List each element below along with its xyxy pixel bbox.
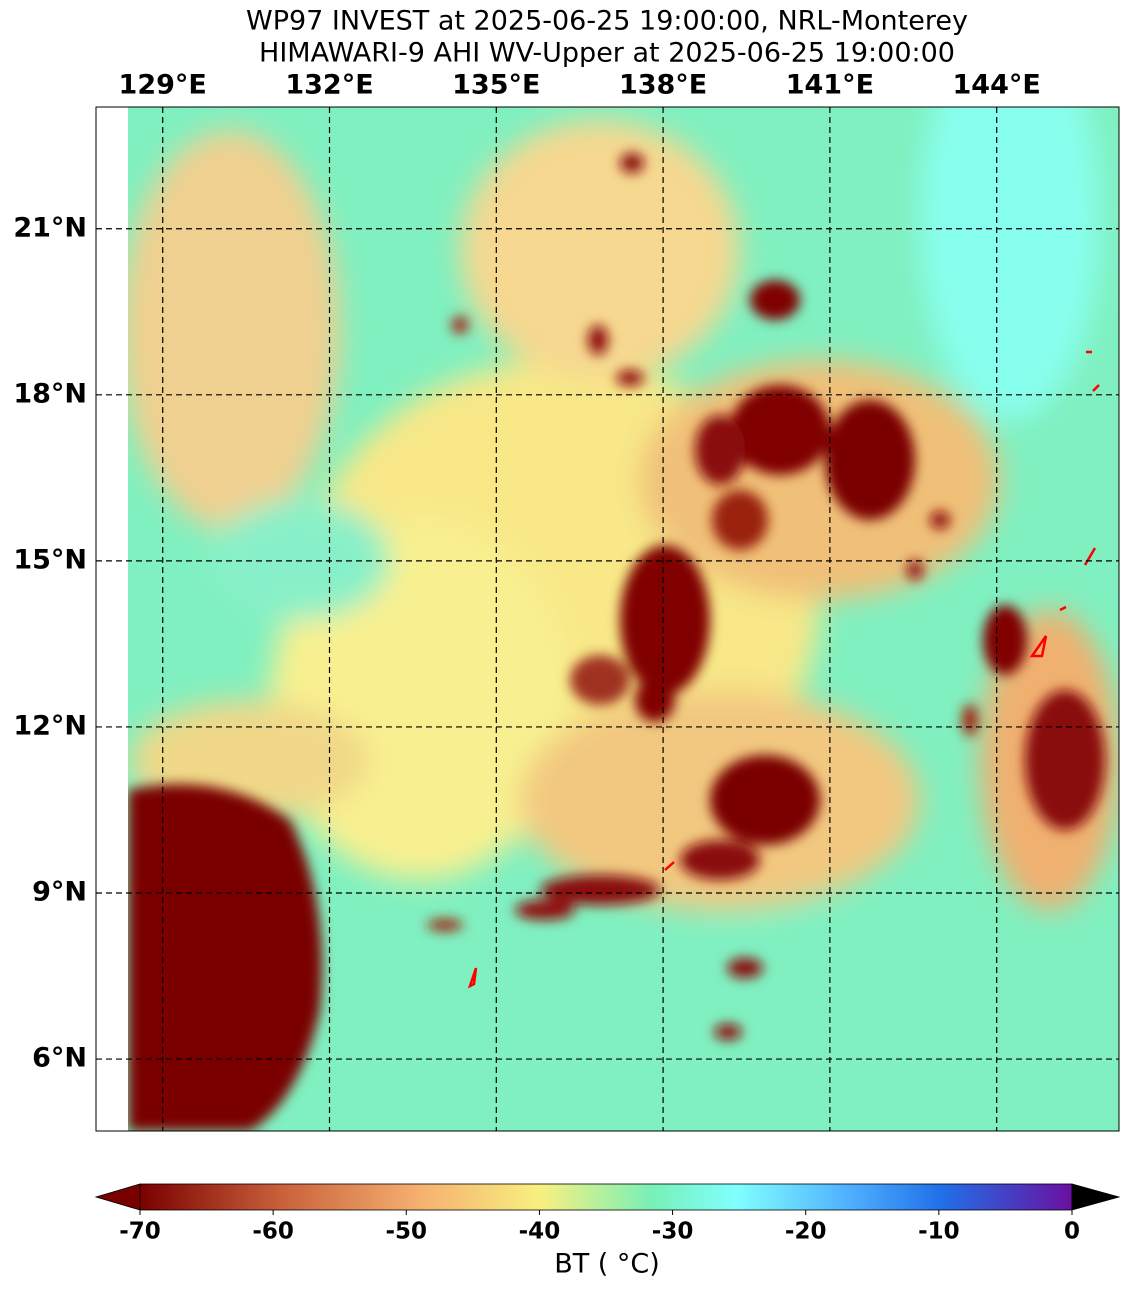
x-tick-label: 132°E — [285, 70, 373, 101]
y-tick-label: 21°N — [13, 212, 87, 243]
colorbar-label: BT ( °C) — [554, 1249, 660, 1280]
title-line: WP97 INVEST at 2025-06-25 19:00:00, NRL-… — [246, 6, 968, 37]
y-tick-label: 15°N — [13, 544, 87, 575]
map-frame — [95, 106, 1120, 1132]
x-tick-label: 129°E — [119, 70, 207, 101]
y-tick-label: 9°N — [32, 876, 87, 907]
colorbar-extend-low — [94, 1183, 141, 1211]
colorbar-tick-label: -20 — [785, 1219, 827, 1245]
x-tick-label: 135°E — [452, 70, 540, 101]
colorbar — [140, 1184, 1072, 1210]
colorbar-frame — [139, 1183, 1073, 1211]
colorbar-tick-label: -50 — [386, 1219, 428, 1245]
x-tick-label: 138°E — [619, 70, 707, 101]
y-tick-label: 6°N — [32, 1043, 87, 1074]
colorbar-tick-label: -30 — [652, 1219, 694, 1245]
y-tick-label: 18°N — [13, 378, 87, 409]
x-tick-label: 144°E — [953, 70, 1041, 101]
colorbar-tick-label: -60 — [252, 1219, 294, 1245]
colorbar-tick-label: 0 — [1064, 1219, 1080, 1245]
x-tick-label: 141°E — [786, 70, 874, 101]
colorbar-tick-label: -40 — [519, 1219, 561, 1245]
y-tick-label: 12°N — [13, 710, 87, 741]
colorbar-extend-high — [1071, 1183, 1121, 1211]
colorbar-tick-label: -10 — [918, 1219, 960, 1245]
title-line: HIMAWARI-9 AHI WV-Upper at 2025-06-25 19… — [259, 38, 955, 69]
colorbar-tick-label: -70 — [119, 1219, 161, 1245]
satellite-image — [128, 107, 1119, 1131]
graticule — [96, 107, 1119, 1131]
